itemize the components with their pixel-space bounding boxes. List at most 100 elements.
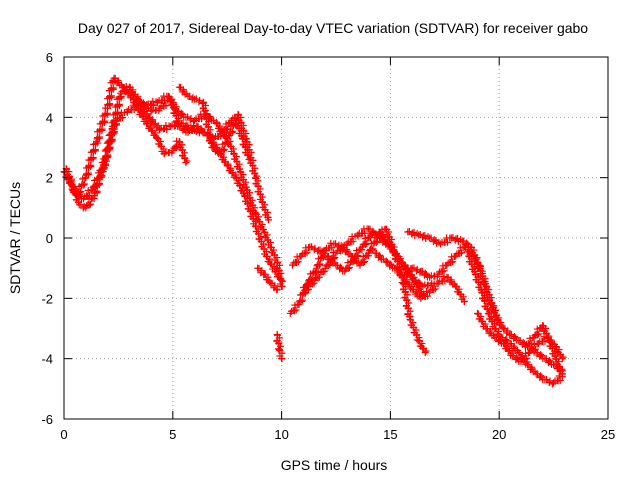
y-axis-label: SDTVAR / TECUs (7, 182, 23, 294)
grid (64, 57, 608, 419)
data-point-interp (326, 260, 334, 268)
data-point-interp (223, 139, 231, 147)
data-point-interp (93, 187, 101, 195)
data-point-interp (224, 125, 232, 133)
data-point-interp (112, 116, 120, 124)
data-point-interp (423, 288, 431, 296)
x-tick-label: 0 (60, 427, 67, 442)
data-point-interp (92, 146, 100, 154)
data-point-interp (338, 246, 346, 254)
data-point-interp (114, 108, 122, 116)
data-point-interp (349, 237, 357, 245)
data-point (271, 267, 279, 275)
data-point-interp (189, 94, 197, 102)
data-point-interp (220, 145, 228, 153)
series-track-7 (273, 331, 286, 363)
data-point-interp (101, 117, 109, 125)
data-point-interp (315, 273, 323, 281)
data-point-interp (105, 144, 113, 152)
data-point-interp (424, 233, 432, 241)
data-point (558, 355, 566, 363)
data-point-interp (453, 234, 461, 242)
axis-ticks: 0 5 10 15 20 25 -6 -4 -2 0 2 4 6 (41, 50, 615, 442)
data-point-interp (315, 261, 323, 269)
series-track-16 (521, 321, 566, 378)
data-point-interp (101, 160, 109, 168)
series-track-15 (473, 309, 567, 366)
x-tick-label: 5 (169, 427, 176, 442)
data-point-interp (86, 200, 94, 208)
data-point-interp (89, 153, 97, 161)
data-point-interp (559, 353, 567, 361)
y-tick-label: 0 (46, 231, 53, 246)
data-point-interp (361, 258, 369, 266)
series-track-2 (62, 101, 273, 224)
series-track-6 (254, 264, 281, 294)
data-point-interp (535, 330, 543, 338)
data-point-interp (87, 161, 95, 169)
data-point-interp (106, 100, 114, 108)
data-point (493, 315, 501, 323)
data-point (460, 297, 468, 305)
data-point-interp (413, 230, 421, 238)
data-point (262, 252, 270, 260)
data-point-interp (84, 169, 92, 177)
y-tick-label: -4 (41, 352, 53, 367)
data-point-interp (96, 174, 104, 182)
y-tick-label: 2 (46, 171, 53, 186)
data-point-interp (150, 101, 158, 109)
data-point-interp (80, 181, 88, 189)
data-point (245, 156, 253, 164)
series-track-4 (130, 98, 191, 167)
data-point (278, 355, 286, 363)
data-point-interp (523, 354, 531, 362)
data-point (278, 282, 286, 290)
data-point (473, 309, 481, 317)
data-point-interp (92, 182, 100, 189)
data-point-interp (292, 306, 300, 314)
data-point-interp (110, 124, 118, 132)
data-point (278, 276, 286, 284)
data-point-interp (457, 249, 465, 257)
data-point-interp (115, 100, 123, 108)
data-point-interp (443, 238, 451, 246)
y-tick-label: -2 (41, 291, 53, 306)
data-point-interp (422, 347, 430, 355)
data-point-interp (331, 254, 339, 262)
data-point (452, 282, 460, 290)
data-point-interp (80, 180, 88, 188)
x-tick-label: 15 (383, 427, 397, 442)
data-point-interp (363, 239, 371, 247)
data-point-interp (361, 229, 369, 237)
data-point-interp (85, 191, 93, 199)
data-point-interp (163, 125, 171, 133)
data-point (491, 325, 499, 332)
data-point-interp (431, 285, 439, 293)
data-point-interp (372, 239, 380, 247)
data-point-interp (98, 125, 106, 133)
data-point-interp (527, 339, 535, 347)
x-tick-label: 20 (492, 427, 506, 442)
data-point (558, 370, 566, 378)
data-point-interp (368, 246, 376, 254)
data-point-interp (220, 147, 228, 155)
data-point-interp (449, 258, 457, 266)
data-point-interp (354, 252, 362, 260)
data-point-interp (96, 133, 104, 141)
data-marks (60, 74, 567, 388)
data-point (182, 159, 190, 167)
data-point-interp (531, 345, 539, 353)
data-point-interp (123, 87, 131, 95)
data-point-interp (118, 114, 126, 122)
data-point-interp (328, 244, 336, 252)
data-point-interp (440, 267, 448, 275)
series-track-5 (175, 83, 254, 164)
data-point-interp (305, 285, 313, 293)
data-point-interp (303, 249, 311, 257)
data-point (154, 98, 162, 106)
data-point (421, 349, 429, 357)
data-point-interp (95, 175, 103, 183)
data-point-interp (246, 154, 254, 162)
data-point-interp (109, 130, 117, 138)
